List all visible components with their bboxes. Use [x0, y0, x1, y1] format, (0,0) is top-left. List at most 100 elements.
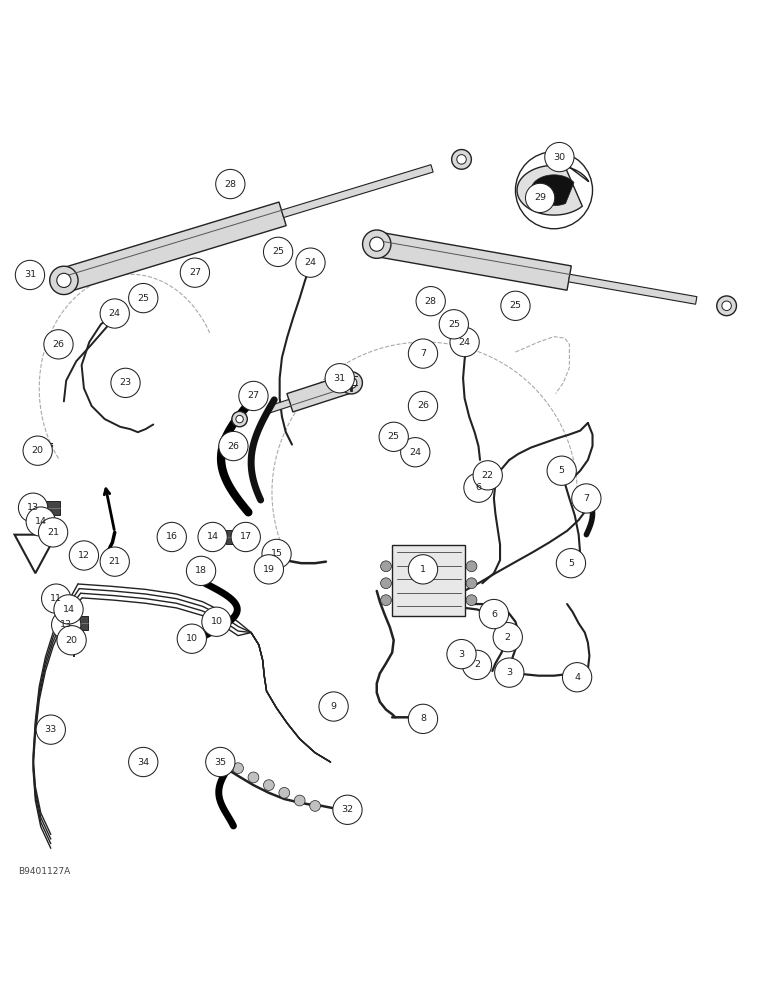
- Circle shape: [254, 555, 283, 584]
- Circle shape: [346, 377, 357, 388]
- Circle shape: [277, 252, 284, 259]
- Circle shape: [466, 578, 477, 589]
- Text: 31: 31: [334, 374, 346, 383]
- Circle shape: [411, 450, 418, 457]
- Text: 25: 25: [510, 301, 521, 310]
- Circle shape: [448, 319, 463, 334]
- Circle shape: [52, 610, 81, 639]
- Text: 3: 3: [459, 650, 465, 659]
- Circle shape: [463, 341, 470, 348]
- Circle shape: [100, 547, 130, 576]
- Circle shape: [69, 541, 99, 570]
- Circle shape: [457, 155, 466, 164]
- Text: 28: 28: [225, 180, 236, 189]
- Circle shape: [57, 626, 86, 655]
- Text: 14: 14: [63, 605, 75, 614]
- Circle shape: [459, 337, 475, 352]
- Circle shape: [36, 715, 66, 744]
- Text: 26: 26: [52, 340, 65, 349]
- Circle shape: [186, 556, 215, 586]
- Circle shape: [201, 607, 231, 636]
- Circle shape: [557, 549, 586, 578]
- Circle shape: [49, 266, 78, 295]
- Circle shape: [114, 312, 121, 319]
- Bar: [65, 616, 88, 630]
- Circle shape: [526, 183, 555, 213]
- Circle shape: [495, 658, 524, 687]
- Text: 34: 34: [137, 758, 149, 767]
- Text: 14: 14: [207, 532, 218, 541]
- Circle shape: [408, 339, 438, 368]
- Text: 3: 3: [506, 668, 513, 677]
- Text: 27: 27: [248, 391, 259, 400]
- Bar: [226, 530, 249, 544]
- Text: 24: 24: [409, 448, 422, 457]
- Circle shape: [408, 555, 438, 584]
- Circle shape: [279, 787, 290, 798]
- Circle shape: [248, 772, 259, 783]
- Text: 25: 25: [137, 294, 149, 303]
- Text: B9401127A: B9401127A: [18, 867, 70, 876]
- Circle shape: [466, 595, 477, 606]
- Text: 21: 21: [47, 528, 59, 537]
- Circle shape: [401, 438, 430, 467]
- Text: 13: 13: [60, 620, 73, 629]
- Circle shape: [57, 273, 71, 287]
- Text: 15: 15: [270, 549, 283, 558]
- Circle shape: [479, 599, 509, 629]
- Circle shape: [340, 372, 362, 394]
- Circle shape: [510, 300, 525, 315]
- Text: 5: 5: [559, 466, 564, 475]
- Text: 19: 19: [263, 565, 275, 574]
- Circle shape: [493, 623, 523, 652]
- Text: 7: 7: [420, 349, 426, 358]
- Text: 4: 4: [574, 673, 580, 682]
- Text: 7: 7: [584, 494, 589, 503]
- Text: 32: 32: [341, 805, 354, 814]
- Circle shape: [42, 584, 71, 613]
- Circle shape: [236, 415, 243, 423]
- Circle shape: [198, 522, 227, 552]
- Circle shape: [23, 436, 52, 465]
- Circle shape: [473, 461, 503, 490]
- Circle shape: [363, 230, 391, 258]
- Circle shape: [111, 368, 141, 398]
- Text: 26: 26: [417, 401, 429, 410]
- Text: 17: 17: [240, 532, 252, 541]
- Text: 5: 5: [568, 559, 574, 568]
- Circle shape: [447, 639, 476, 669]
- Polygon shape: [282, 165, 433, 218]
- Text: 21: 21: [109, 557, 120, 566]
- Circle shape: [263, 780, 274, 791]
- Circle shape: [239, 381, 268, 411]
- Circle shape: [296, 248, 325, 277]
- Circle shape: [513, 304, 520, 311]
- Text: 20: 20: [32, 446, 44, 455]
- Polygon shape: [531, 175, 574, 206]
- Text: 28: 28: [425, 297, 437, 306]
- Text: 1: 1: [420, 565, 426, 574]
- Text: 24: 24: [109, 309, 120, 318]
- Text: 6: 6: [491, 610, 497, 619]
- Circle shape: [545, 142, 574, 172]
- Circle shape: [450, 327, 479, 357]
- Polygon shape: [287, 374, 354, 412]
- Polygon shape: [517, 162, 589, 215]
- Circle shape: [408, 704, 438, 733]
- FancyBboxPatch shape: [392, 545, 466, 616]
- Circle shape: [319, 692, 348, 721]
- Bar: [37, 501, 60, 515]
- Circle shape: [129, 283, 158, 313]
- Circle shape: [462, 650, 492, 680]
- Circle shape: [232, 763, 243, 774]
- Circle shape: [144, 296, 151, 303]
- Text: 18: 18: [195, 566, 207, 575]
- Circle shape: [370, 237, 384, 251]
- Text: 24: 24: [304, 258, 317, 267]
- Circle shape: [231, 522, 260, 552]
- Text: 14: 14: [35, 517, 47, 526]
- Circle shape: [100, 299, 130, 328]
- Text: 2: 2: [474, 660, 480, 669]
- Circle shape: [263, 237, 293, 267]
- Circle shape: [303, 257, 318, 273]
